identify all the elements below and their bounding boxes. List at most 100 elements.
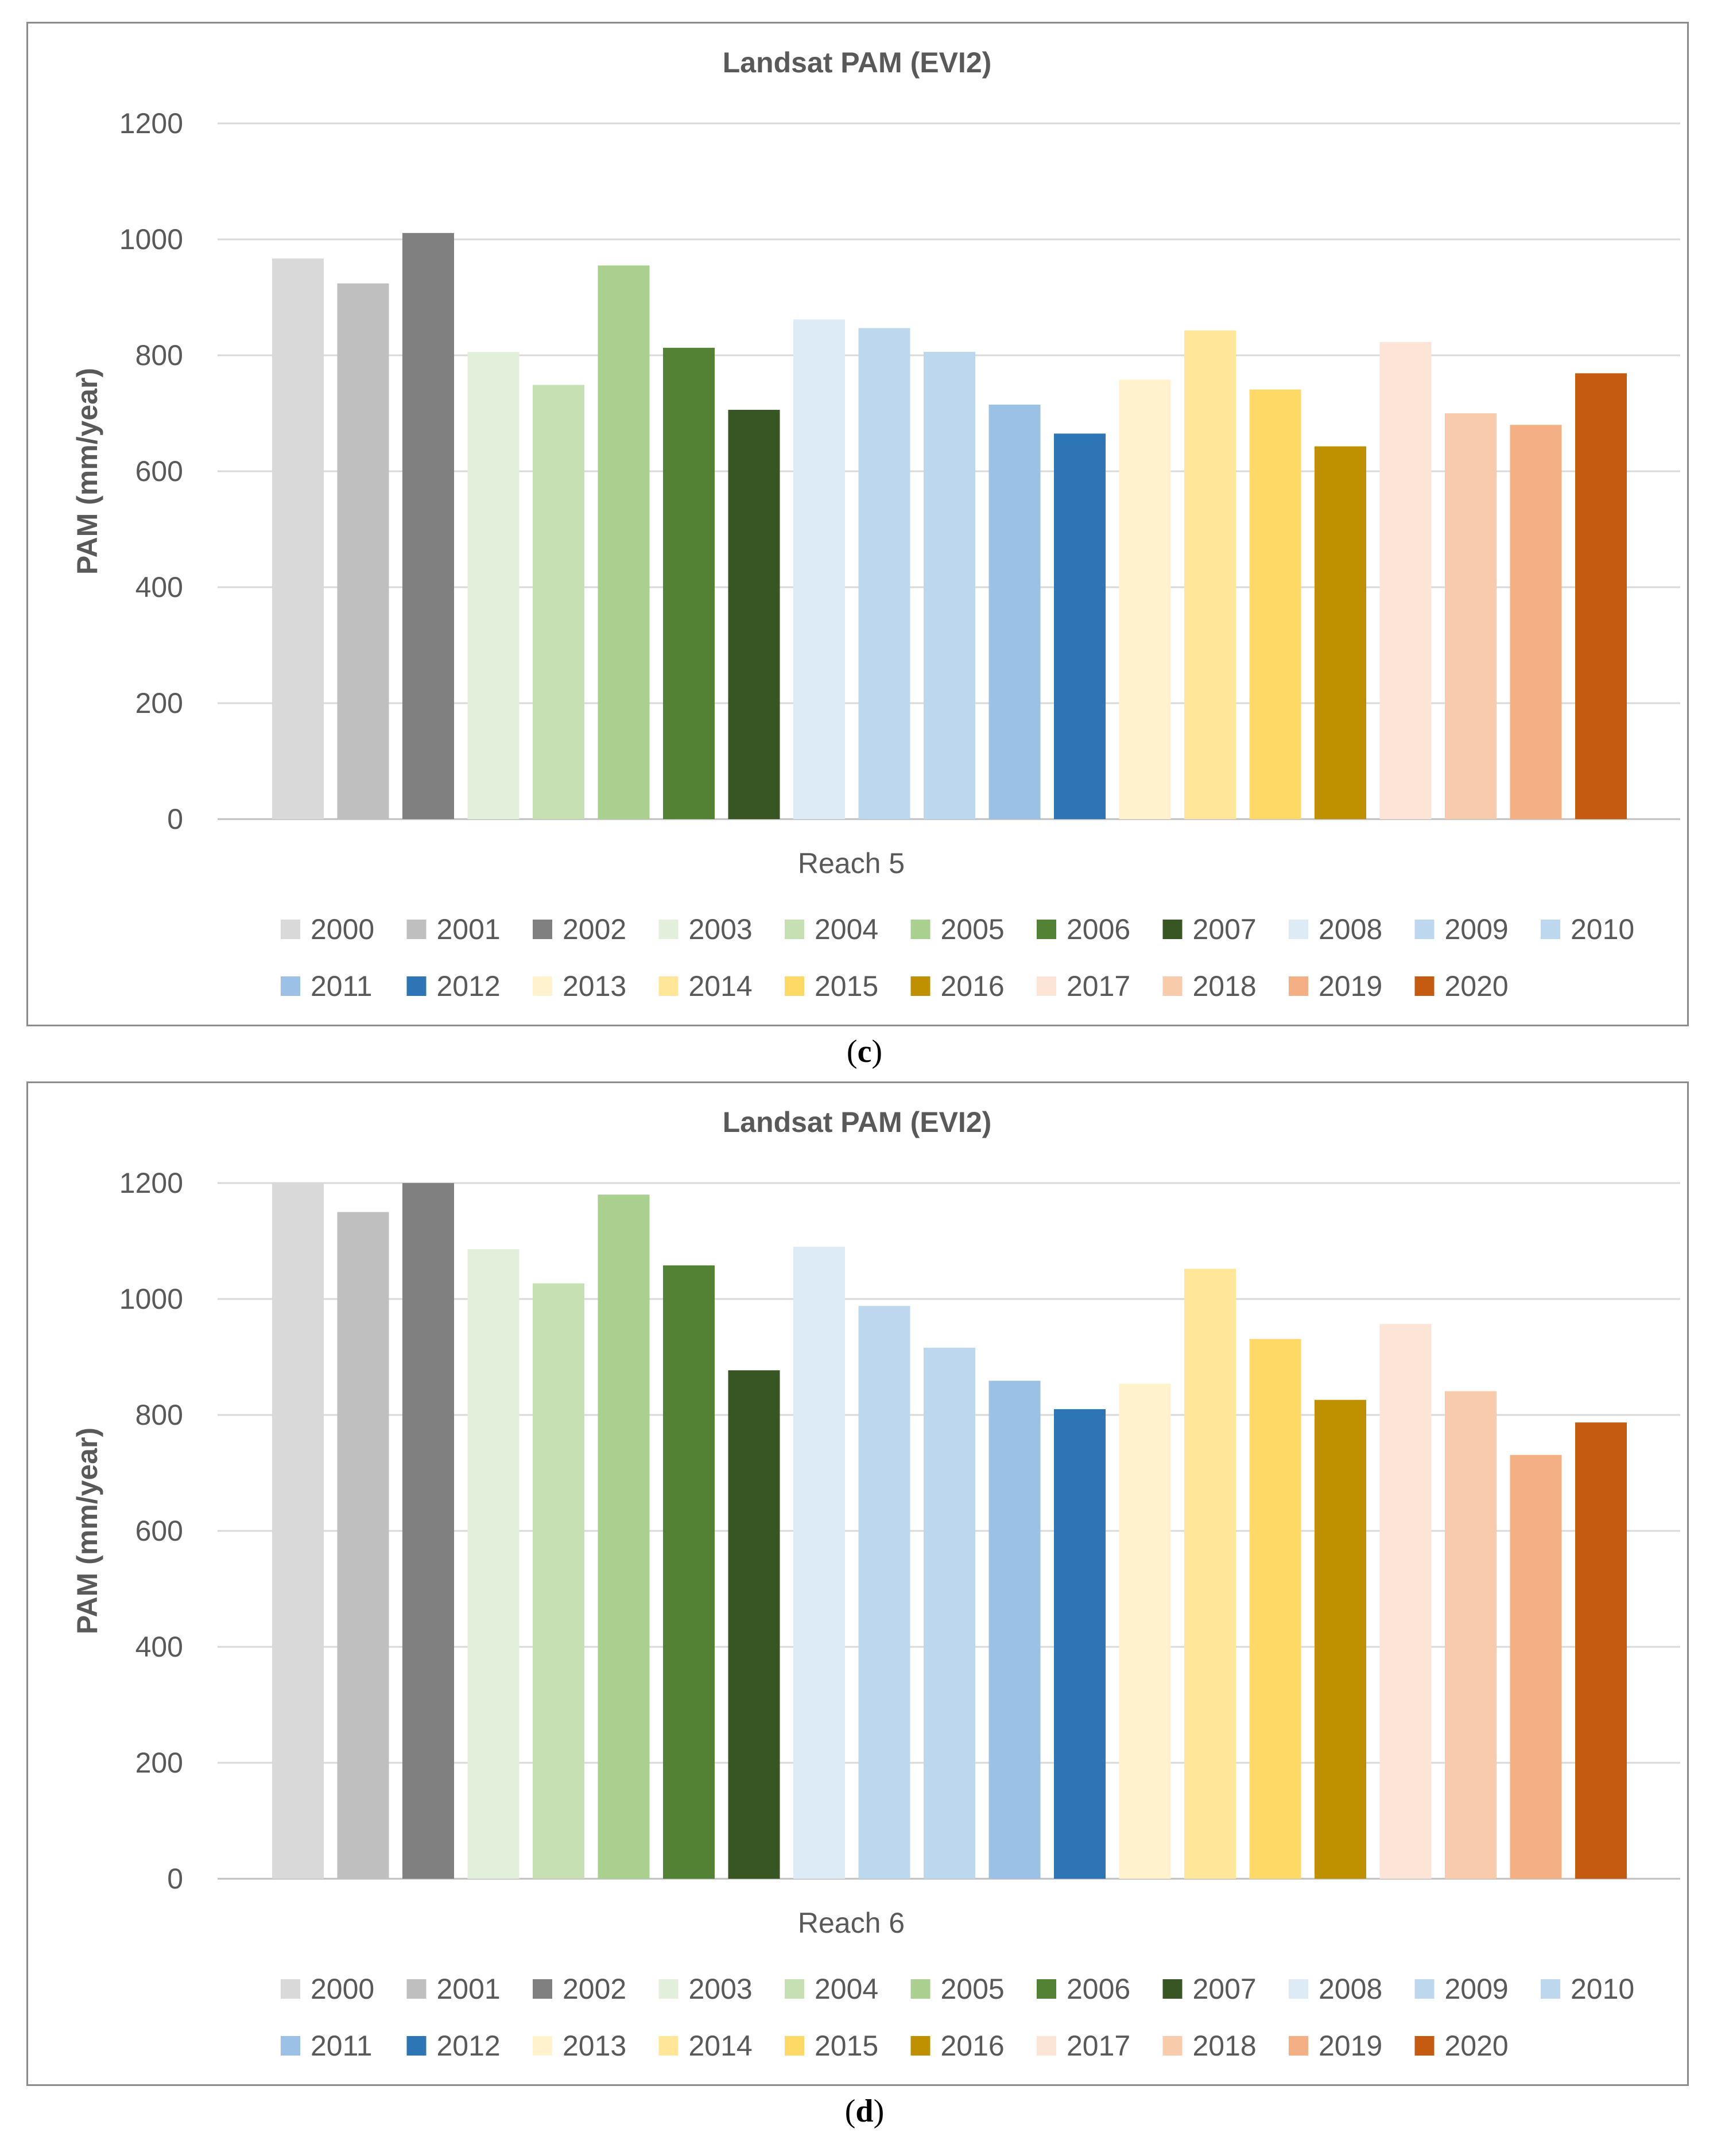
legend-label-2019: 2019	[1319, 2030, 1382, 2062]
legend-swatch-2001	[406, 1979, 427, 1999]
bar-2004	[533, 385, 584, 819]
y-tick-label-1200: 1200	[119, 1167, 183, 1199]
bar-2002	[402, 1183, 454, 1879]
y-axis-title: PAM (mm/year)	[71, 1428, 103, 1634]
bar-2018	[1445, 1391, 1497, 1879]
y-tick-label-400: 400	[135, 571, 183, 603]
category-label: Reach 5	[798, 847, 905, 879]
legend-swatch-2005	[910, 1979, 931, 1999]
y-tick-label-1200: 1200	[119, 107, 183, 139]
legend-label-2000: 2000	[311, 1973, 374, 2005]
y-tick-label-200: 200	[135, 1747, 183, 1779]
legend-swatch-2008	[1289, 1979, 1308, 1999]
legend-label-2004: 2004	[815, 1973, 878, 2005]
y-tick-label-800: 800	[135, 1399, 183, 1431]
legend-label-2008: 2008	[1319, 913, 1382, 945]
legend-label-2001: 2001	[437, 1973, 501, 2005]
bar-2015	[1249, 1339, 1301, 1879]
bar-2006	[663, 1265, 715, 1879]
bar-2010	[924, 1347, 975, 1879]
y-tick-label-0: 0	[167, 803, 183, 835]
bar-2003	[467, 351, 520, 819]
chart-title: Landsat PAM (EVI2)	[723, 46, 992, 79]
legend-label-2008: 2008	[1319, 1973, 1382, 2005]
legend-label-2007: 2007	[1193, 913, 1257, 945]
y-tick-label-600: 600	[135, 455, 183, 487]
legend-label-2001: 2001	[437, 913, 501, 945]
y-tick-label-1000: 1000	[119, 223, 183, 255]
legend-swatch-2014	[658, 976, 679, 996]
bar-2000	[272, 258, 324, 820]
legend-label-2009: 2009	[1445, 913, 1509, 945]
legend-swatch-2015	[785, 2036, 804, 2056]
legend-swatch-2011	[281, 976, 300, 996]
legend-label-2004: 2004	[815, 913, 878, 945]
legend-label-2016: 2016	[941, 2030, 1005, 2062]
bar-2010	[924, 351, 975, 819]
bar-2014	[1184, 1269, 1236, 1879]
legend-label-2009: 2009	[1445, 1973, 1509, 2005]
legend-swatch-2004	[785, 1979, 804, 1999]
legend-label-2018: 2018	[1193, 2030, 1257, 2062]
legend-swatch-2007	[1162, 1979, 1183, 1999]
bar-2003	[467, 1249, 520, 1879]
bar-2019	[1510, 425, 1562, 819]
legend-label-2005: 2005	[941, 1973, 1005, 2005]
legend-swatch-2020	[1414, 976, 1435, 996]
bar-2008	[793, 319, 845, 819]
chart-c-svg: Landsat PAM (EVI2) 0 200 400 600 800 1000 1200 P…	[71, 46, 1680, 1002]
legend-label-2015: 2015	[815, 2030, 878, 2062]
y-tick-label-200: 200	[135, 687, 183, 719]
chart-title: Landsat PAM (EVI2)	[723, 1106, 992, 1138]
legend-label-2007: 2007	[1193, 1973, 1257, 2005]
legend-label-2013: 2013	[563, 2030, 626, 2062]
bar-2019	[1510, 1455, 1562, 1879]
legend-label-2011: 2011	[311, 2030, 373, 2062]
chart-panel-d: Landsat PAM (EVI2) 0 200 400 600 800 1000 1200 P…	[26, 1081, 1689, 2086]
legend-swatch-2020	[1414, 2036, 1435, 2056]
legend-swatch-2002	[533, 920, 552, 939]
bar-2004	[533, 1283, 584, 1879]
y-tick-label-600: 600	[135, 1515, 183, 1547]
legend-swatch-2005	[910, 920, 931, 939]
legend-label-2014: 2014	[689, 2030, 753, 2062]
bar-2017	[1379, 1324, 1432, 1879]
bar-2014	[1184, 330, 1236, 819]
caption-d: (d)	[844, 2093, 885, 2129]
y-axis-title: PAM (mm/year)	[71, 368, 103, 575]
legend-swatch-2019	[1289, 2036, 1308, 2056]
legend-label-2006: 2006	[1067, 913, 1130, 945]
legend-swatch-2007	[1162, 920, 1183, 939]
legend-label-2015: 2015	[815, 970, 878, 1002]
legend-swatch-2017	[1037, 976, 1056, 996]
legend-swatch-2017	[1037, 2036, 1056, 2056]
bar-2015	[1249, 389, 1301, 819]
bar-2012	[1054, 1409, 1106, 1879]
bar-2006	[663, 347, 715, 819]
legend-swatch-2018	[1162, 976, 1183, 996]
legend-swatch-2001	[406, 920, 427, 939]
bar-2009	[858, 1306, 910, 1879]
legend-label-2003: 2003	[689, 1973, 753, 2005]
caption-d-letter: d	[855, 2093, 874, 2129]
legend-label-2020: 2020	[1445, 2030, 1509, 2062]
legend-swatch-2010	[1541, 920, 1560, 939]
legend-swatch-2003	[658, 1979, 679, 1999]
legend-swatch-2009	[1414, 920, 1435, 939]
bar-2007	[728, 409, 780, 819]
legend-label-2003: 2003	[689, 913, 753, 945]
legend-swatch-2009	[1414, 1979, 1435, 1999]
category-label: Reach 6	[798, 1907, 905, 1939]
caption-c: (c)	[846, 1034, 883, 1069]
legend-label-2013: 2013	[563, 970, 626, 1002]
legend-label-2011: 2011	[311, 970, 373, 1002]
legend-label-2018: 2018	[1193, 970, 1257, 1002]
y-tick-label-1000: 1000	[119, 1283, 183, 1315]
bar-2002	[402, 232, 454, 819]
legend-swatch-2016	[910, 2036, 931, 2056]
bar-2005	[598, 1195, 650, 1879]
bar-2020	[1575, 1422, 1627, 1879]
legend-swatch-2003	[658, 920, 679, 939]
bar-2001	[337, 1212, 389, 1879]
legend-swatch-2019	[1289, 976, 1308, 996]
